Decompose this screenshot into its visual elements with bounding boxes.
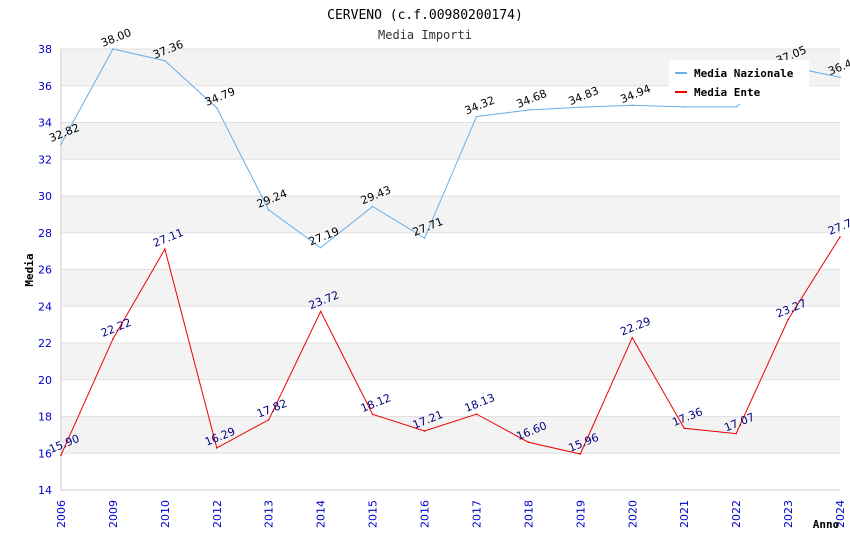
y-tick-label: 32 (38, 153, 52, 166)
y-tick-label: 34 (38, 117, 52, 130)
data-label: 38.00 (99, 26, 133, 50)
data-point (735, 432, 737, 435)
data-point (371, 205, 374, 208)
data-point (631, 336, 634, 339)
y-tick-label: 38 (38, 43, 52, 56)
x-tick-label: 2023 (782, 500, 795, 528)
data-point (579, 106, 582, 109)
y-tick-label: 22 (38, 337, 52, 350)
data-point (112, 48, 114, 50)
plot-band (61, 453, 840, 490)
plot-band (61, 232, 840, 270)
y-tick-label: 16 (38, 447, 52, 460)
x-tick-label: 2012 (211, 500, 224, 528)
y-tick-label: 18 (38, 411, 52, 424)
data-point (164, 59, 166, 62)
data-point (164, 248, 166, 250)
x-tick-label: 2015 (367, 500, 380, 528)
plot-band (61, 122, 840, 160)
x-tick-label: 2022 (730, 500, 743, 528)
legend-label: Media Ente (694, 86, 761, 99)
plot-band (61, 379, 840, 417)
plot-band (61, 196, 840, 233)
data-point (527, 441, 530, 444)
data-point (579, 453, 582, 455)
data-point (60, 454, 62, 456)
data-point (631, 104, 634, 107)
plot-band (61, 269, 840, 307)
data-point (527, 109, 530, 111)
series-line (60, 236, 841, 456)
data-point (475, 413, 478, 415)
y-tick-label: 14 (38, 484, 52, 497)
chart-subtitle: Media Importi (378, 28, 472, 42)
axes (60, 49, 840, 491)
data-point (319, 246, 322, 249)
legend-box (669, 60, 809, 104)
data-point (683, 106, 685, 108)
y-axis-label: Media (23, 253, 36, 286)
data-point (112, 338, 114, 340)
x-tick-label: 2018 (522, 500, 535, 528)
y-tick-label: 28 (38, 227, 52, 240)
data-point (216, 107, 218, 109)
x-tick-label: 2006 (55, 500, 68, 528)
data-point (475, 115, 478, 118)
x-tick-label: 2019 (574, 500, 587, 528)
x-tick-label: 2014 (315, 500, 328, 528)
data-point (735, 106, 737, 108)
y-tick-label: 36 (38, 80, 52, 93)
data-point (839, 236, 841, 238)
y-tick-label: 24 (38, 300, 52, 313)
data-point (787, 318, 789, 321)
data-point (267, 209, 270, 211)
x-tick-label: 2009 (107, 500, 120, 528)
data-point (60, 143, 62, 145)
data-point (216, 447, 218, 449)
x-tick-label: 2010 (159, 500, 172, 528)
data-point (423, 237, 426, 239)
data-point (319, 310, 322, 313)
plot-band (61, 343, 840, 380)
data-point (423, 430, 426, 432)
data-point (683, 427, 685, 430)
x-tick-label: 2024 (834, 500, 847, 528)
y-tick-label: 20 (38, 374, 52, 387)
x-tick-label: 2013 (263, 500, 276, 528)
chart-title: CERVENO (c.f.00980200174) (327, 8, 523, 23)
data-point (839, 76, 841, 79)
y-tick-label: 26 (38, 264, 52, 277)
x-tick-label: 2020 (626, 500, 639, 528)
plot-band (61, 306, 840, 343)
legend: Media Nazionale Media Ente (669, 60, 809, 104)
x-axis-label: Anno (813, 518, 840, 531)
data-point (371, 413, 374, 416)
series-lines (60, 48, 841, 456)
plot-bands (61, 49, 840, 490)
series-line (60, 48, 841, 249)
legend-label: Media Nazionale (694, 67, 794, 80)
data-point (267, 419, 270, 421)
x-tick-label: 2021 (678, 500, 691, 528)
x-tick-label: 2017 (470, 500, 483, 528)
y-tick-label: 30 (38, 190, 52, 203)
x-tick-label: 2016 (419, 500, 432, 528)
